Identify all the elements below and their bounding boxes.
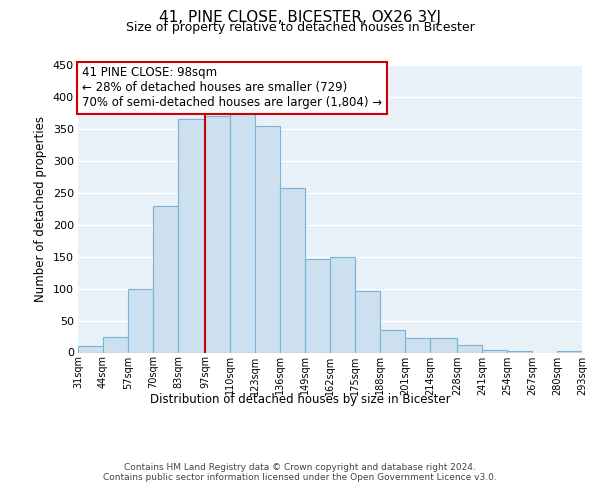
Bar <box>355 290 380 352</box>
Text: 41 PINE CLOSE: 98sqm
← 28% of detached houses are smaller (729)
70% of semi-deta: 41 PINE CLOSE: 98sqm ← 28% of detached h… <box>82 66 382 110</box>
Bar <box>330 256 355 352</box>
Bar <box>507 351 532 352</box>
Bar <box>78 346 103 352</box>
Text: Contains public sector information licensed under the Open Government Licence v3: Contains public sector information licen… <box>103 474 497 482</box>
Bar <box>280 188 305 352</box>
Y-axis label: Number of detached properties: Number of detached properties <box>34 116 47 302</box>
Bar <box>305 258 330 352</box>
Text: 41, PINE CLOSE, BICESTER, OX26 3YJ: 41, PINE CLOSE, BICESTER, OX26 3YJ <box>159 10 441 25</box>
Bar <box>128 288 153 352</box>
Text: Size of property relative to detached houses in Bicester: Size of property relative to detached ho… <box>125 21 475 34</box>
Text: Contains HM Land Registry data © Crown copyright and database right 2024.: Contains HM Land Registry data © Crown c… <box>124 462 476 471</box>
Bar <box>103 336 128 352</box>
Bar <box>205 116 230 352</box>
Bar <box>430 338 457 352</box>
Bar <box>405 338 430 352</box>
Bar <box>457 346 482 352</box>
Bar <box>230 113 255 352</box>
Bar <box>255 126 280 352</box>
Bar <box>557 351 582 352</box>
Bar <box>482 350 507 352</box>
Text: Distribution of detached houses by size in Bicester: Distribution of detached houses by size … <box>149 392 451 406</box>
Bar <box>153 206 178 352</box>
Bar <box>380 330 405 352</box>
Bar <box>178 120 205 352</box>
